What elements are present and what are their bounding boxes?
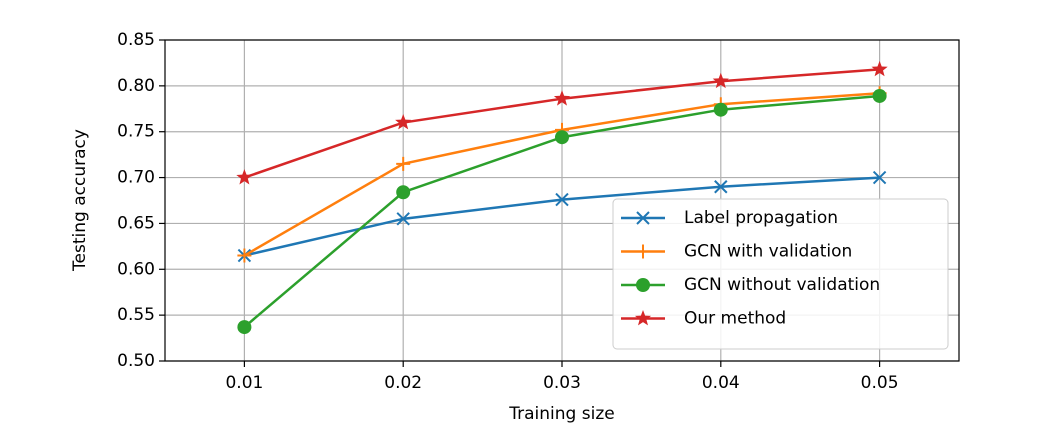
marker — [555, 130, 569, 145]
marker — [237, 320, 252, 335]
marker — [236, 169, 253, 185]
marker — [872, 170, 887, 185]
y-tick-label: 0.50 — [117, 351, 155, 371]
y-tick-label: 0.65 — [117, 213, 155, 233]
marker — [871, 60, 888, 77]
marker — [636, 244, 650, 259]
y-tick-label: 0.75 — [117, 122, 155, 142]
y-axis-label: Testing accuracy — [70, 129, 90, 272]
x-tick-label: 0.02 — [384, 373, 422, 393]
legend-label: Label propagation — [684, 208, 838, 228]
x-tick-label: 0.05 — [861, 373, 899, 393]
marker — [872, 88, 887, 103]
legend: Label propagation GCN with validation GCN … — [612, 198, 949, 350]
y-tick-label: 0.85 — [117, 30, 155, 50]
marker — [237, 248, 252, 263]
marker — [396, 156, 411, 171]
marker — [712, 72, 729, 89]
marker — [396, 185, 411, 200]
x-axis-label: Training size — [508, 404, 614, 424]
x-tick-label: 0.01 — [225, 373, 263, 393]
y-tick-label: 0.80 — [117, 76, 155, 96]
marker — [396, 212, 410, 226]
marker — [636, 278, 650, 292]
plot-frame — [164, 39, 960, 362]
y-tick-label: 0.55 — [117, 305, 155, 325]
y-tick-label: 0.60 — [117, 259, 155, 279]
marker — [713, 102, 728, 117]
legend-box — [612, 198, 949, 350]
x-tick-label: 0.03 — [543, 373, 581, 393]
marker — [634, 310, 652, 326]
marker — [636, 211, 650, 225]
legend-label: GCN with validation — [684, 242, 852, 262]
marker — [395, 114, 412, 130]
marker — [555, 192, 569, 207]
legend-label: Our method — [684, 309, 786, 329]
x-tick-label: 0.04 — [702, 373, 740, 393]
y-tick-label: 0.70 — [117, 168, 155, 188]
marker — [553, 90, 571, 106]
legend-label: GCN without validation — [684, 275, 880, 295]
marker — [714, 180, 728, 194]
